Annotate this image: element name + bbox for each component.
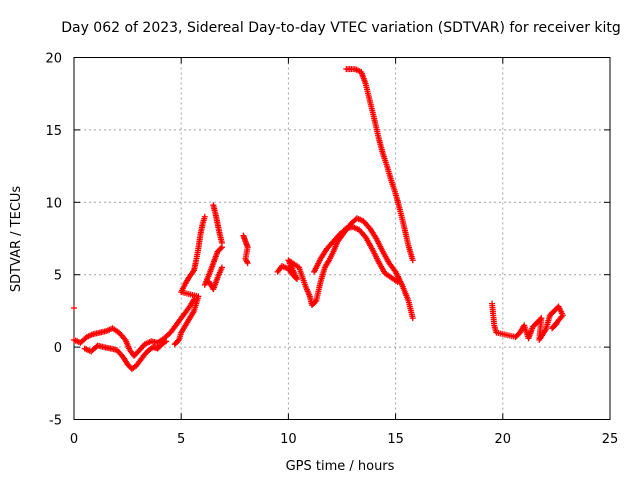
data-point [218, 239, 225, 246]
plot-frame [73, 57, 611, 420]
grid [74, 57, 610, 420]
series-arc-morning-b [81, 338, 170, 372]
x-tick-label: 0 [70, 432, 78, 447]
data-point [409, 315, 416, 322]
data-point [218, 264, 225, 271]
y-tick-label: 0 [54, 341, 62, 356]
series-arc-morning-a [71, 296, 198, 359]
data-point [409, 257, 416, 264]
y-tick-label: 20 [45, 52, 62, 67]
data-point [217, 245, 224, 252]
y-tick-labels: -5 0 5 10 15 20 [45, 52, 62, 429]
data-point [243, 258, 250, 265]
series-arc-midday-a [274, 215, 416, 322]
y-axis-label: SDTVAR / TECUs [9, 186, 24, 293]
series-arc-steep [343, 66, 416, 264]
x-tick-label: 15 [387, 432, 404, 447]
data-point [553, 320, 560, 327]
series-arc-midday-b [311, 223, 401, 285]
data-point [163, 338, 170, 345]
x-tick-label: 25 [602, 432, 619, 447]
series-arc-rise-b [201, 202, 225, 293]
x-axis-label: GPS time / hours [286, 459, 395, 474]
data-point [201, 213, 208, 220]
data-point [552, 322, 559, 329]
data-markers [71, 66, 566, 372]
series-arc-rise-a [171, 213, 208, 348]
series-arc-isolated [71, 232, 251, 312]
y-tick-label: -5 [49, 414, 62, 429]
data-point [394, 278, 401, 285]
series-arc-evening [489, 300, 566, 343]
data-point [243, 257, 250, 264]
chart-title: Day 062 of 2023, Sidereal Day-to-day VTE… [61, 20, 621, 36]
axis-ticks [73, 57, 611, 420]
x-tick-label: 5 [177, 432, 185, 447]
y-tick-label: 10 [45, 196, 62, 211]
y-tick-label: 15 [45, 124, 62, 139]
x-tick-label: 20 [495, 432, 512, 447]
x-tick-label: 10 [280, 432, 297, 447]
x-tick-labels: 0 5 10 15 20 25 [70, 432, 618, 447]
data-point [244, 260, 251, 267]
y-tick-label: 5 [54, 269, 62, 284]
data-point [71, 305, 77, 312]
